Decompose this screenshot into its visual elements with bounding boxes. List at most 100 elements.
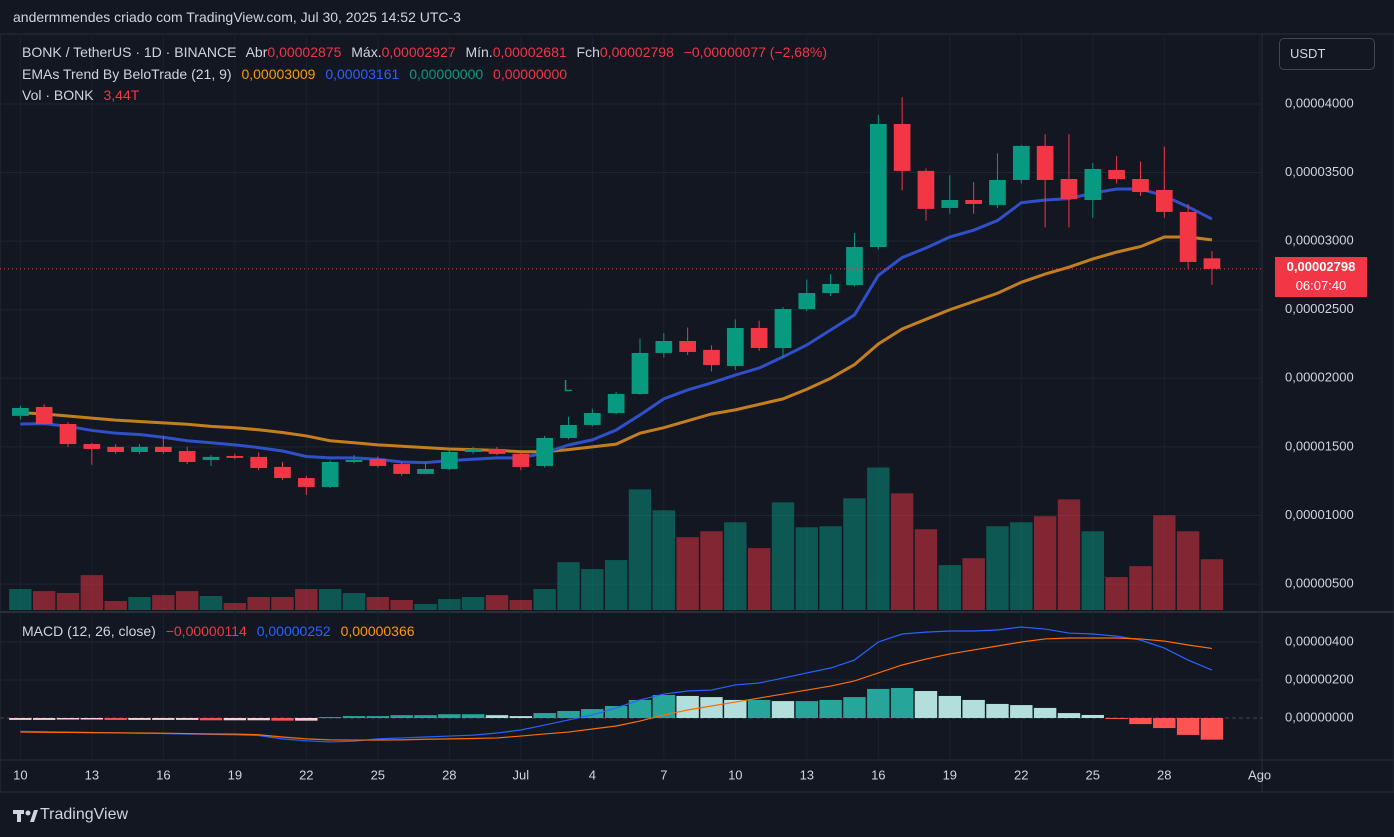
candle-body: [59, 423, 77, 445]
volume-bar: [1033, 516, 1057, 610]
macd-histogram-bar: [1010, 705, 1033, 719]
macd-histogram-bar: [962, 699, 985, 719]
y-tick-label: 0,00002000: [1285, 370, 1354, 385]
candle-body: [297, 478, 315, 487]
y-tick-label: 0,00000000: [1285, 709, 1354, 724]
volume-bar: [1010, 522, 1033, 610]
macd-histogram-bar: [795, 701, 819, 719]
x-tick-label: 13: [800, 767, 814, 782]
volume-bar: [485, 595, 509, 610]
y-tick-label: 0,00001500: [1285, 438, 1354, 453]
brand-logo: [13, 810, 38, 822]
candle-body: [965, 199, 982, 204]
volume-bar: [604, 560, 628, 610]
candle-body: [1084, 168, 1102, 200]
volume-bar: [152, 595, 175, 610]
volume-legend: Vol · BONK 3,44T: [22, 87, 145, 103]
candle-body: [202, 456, 220, 460]
volume-bar: [676, 537, 699, 610]
ohlc-value: 0,00002798: [599, 44, 674, 60]
volume-bar: [80, 575, 104, 610]
volume-bar: [342, 593, 366, 610]
candle-body: [822, 283, 839, 293]
macd-histogram-bar: [128, 718, 151, 720]
volume-bar: [914, 529, 938, 610]
volume-bar: [247, 597, 270, 610]
candle-body: [131, 446, 148, 452]
volume-bar: [771, 502, 795, 610]
volume-bar: [581, 569, 604, 610]
candle-body: [536, 437, 553, 466]
macd-histogram-bar: [1033, 707, 1057, 719]
candle-body: [679, 340, 696, 352]
macd-histogram-bar: [533, 713, 556, 719]
volume-bar: [652, 510, 676, 610]
candle-body: [274, 466, 291, 479]
candle-body: [154, 446, 172, 452]
candle-body: [83, 444, 101, 449]
macd-histogram-bar: [771, 701, 795, 719]
ohlc-value: 0,00002681: [492, 44, 567, 60]
candle-body: [345, 459, 363, 462]
macd-histogram-bar: [890, 687, 914, 719]
macd-line: [20, 637, 1213, 741]
x-tick-label: 25: [371, 767, 385, 782]
macd-histogram-bar: [461, 714, 485, 719]
candle-body: [655, 340, 673, 353]
currency-button[interactable]: USDT: [1279, 38, 1375, 70]
volume-bar: [509, 599, 533, 610]
candle-body: [1132, 178, 1149, 193]
x-tick-label: 16: [156, 767, 170, 782]
candle-body: [417, 468, 434, 474]
x-tick-label: 28: [1157, 767, 1171, 782]
macd-histogram-bar: [223, 718, 247, 721]
macd-histogram-bar: [1129, 718, 1152, 725]
x-tick-label: 22: [1014, 767, 1028, 782]
macd-histogram-bar: [438, 714, 461, 719]
y-tick-label: 0,00000200: [1285, 671, 1354, 686]
macd-histogram-bar: [676, 695, 699, 719]
volume-bar: [223, 603, 247, 610]
candle-body: [35, 406, 53, 424]
macd-histogram-bar: [724, 699, 747, 719]
x-tick-label: 10: [728, 767, 742, 782]
macd-histogram-bar: [199, 718, 223, 721]
volume-bar: [175, 591, 199, 610]
symbol-legend: BONK / TetherUS · 1D · BINANCE Abr 0,0000…: [22, 44, 833, 60]
x-tick-label: 19: [943, 767, 957, 782]
ema-value: 0,00003009: [241, 66, 316, 82]
macd-histogram-bar: [104, 718, 127, 720]
symbol: BONK / TetherUS · 1D · BINANCE: [22, 44, 237, 60]
macd-histogram-bar: [1081, 714, 1104, 719]
macd-histogram-bar: [986, 703, 1009, 719]
price-label-price: 0,00002798: [1286, 258, 1356, 274]
volume-bar: [56, 593, 80, 610]
volume-bar: [438, 599, 461, 610]
macd-histogram-bar: [1200, 718, 1224, 740]
macd-name: MACD (12, 26, close): [22, 623, 156, 639]
candle-body: [440, 451, 458, 469]
volume-bar: [461, 597, 485, 610]
candle-body: [464, 448, 482, 452]
macd-histogram-bar: [867, 688, 890, 719]
macd-histogram-bar: [557, 710, 580, 719]
volume-bar: [533, 589, 556, 610]
macd-histogram-bar: [247, 718, 270, 721]
candle-body: [1155, 189, 1173, 212]
macd-histogram-bar: [604, 706, 628, 719]
ohlc-key: Abr: [245, 44, 268, 60]
candle-body: [512, 453, 530, 467]
candle-body: [631, 352, 649, 394]
macd-histogram-bar: [390, 715, 413, 719]
macd-histogram-bar: [938, 695, 961, 719]
x-tick-label: 4: [589, 767, 596, 782]
candle-body: [1036, 145, 1054, 180]
volume-bar: [747, 548, 771, 610]
macd-histogram-bar: [1057, 713, 1081, 719]
volume-bar: [128, 597, 151, 610]
candle-body: [369, 458, 387, 466]
volume-name: Vol · BONK: [22, 87, 94, 103]
macd-histogram-bar: [1105, 718, 1128, 720]
volume-bar: [366, 597, 390, 610]
